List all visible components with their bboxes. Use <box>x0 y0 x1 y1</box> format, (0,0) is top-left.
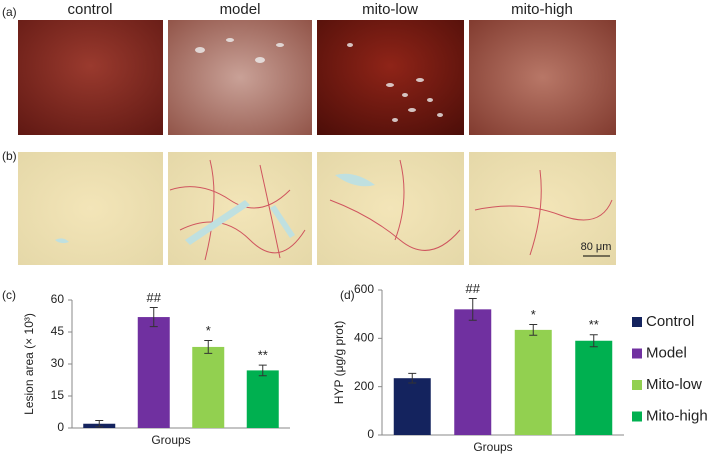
photo <box>469 20 616 135</box>
y-axis-label: HYP (μg/g prot) <box>332 321 346 404</box>
panel-label: (c) <box>2 288 16 302</box>
y-tick-label: 30 <box>51 356 65 370</box>
y-axis-label: Lesion area (× 10³) <box>22 313 36 415</box>
column-label: control <box>67 1 112 18</box>
bar <box>137 317 170 428</box>
column-label: mito-low <box>362 1 418 18</box>
photo <box>469 152 616 265</box>
bar <box>575 340 613 435</box>
legend-label: Mito-high <box>646 407 708 424</box>
legend-label: Control <box>646 313 694 330</box>
legend-label: Mito-low <box>646 376 702 393</box>
panel-label: (b) <box>2 149 17 163</box>
significance: ** <box>258 348 268 363</box>
significance: ## <box>147 290 162 305</box>
significance: * <box>531 307 536 322</box>
error-bar <box>204 340 213 354</box>
y-tick-label: 400 <box>354 331 374 345</box>
x-axis-label: Groups <box>473 440 512 454</box>
error-bar <box>589 334 598 348</box>
scale-bar-label: 80 μm <box>581 241 612 253</box>
legend-label: Model <box>646 344 687 361</box>
error-bar <box>468 297 477 321</box>
photo <box>317 152 464 265</box>
significance: ## <box>466 281 481 296</box>
photo <box>18 20 163 135</box>
column-label: mito-high <box>511 1 573 18</box>
y-tick-label: 60 <box>51 292 65 306</box>
photos <box>18 20 616 265</box>
y-tick-label: 0 <box>57 420 64 434</box>
error-bar <box>529 324 538 336</box>
error-bar <box>408 372 417 384</box>
column-label: model <box>220 1 261 18</box>
bar <box>246 370 279 428</box>
y-tick-label: 600 <box>354 282 374 296</box>
bar <box>192 346 225 428</box>
legend-swatch <box>632 411 642 422</box>
legend-swatch <box>632 317 642 327</box>
photo <box>168 20 312 135</box>
significance: * <box>206 323 211 338</box>
y-tick-label: 0 <box>367 427 374 441</box>
bar <box>454 309 492 435</box>
significance: ** <box>589 317 599 332</box>
y-tick-label: 200 <box>354 379 374 393</box>
legend-swatch <box>632 348 642 359</box>
bar <box>393 378 431 435</box>
legend-swatch <box>632 380 642 390</box>
y-tick-label: 15 <box>51 388 65 402</box>
x-axis-label: Groups <box>151 433 190 447</box>
panel-label: (d) <box>340 288 355 302</box>
y-tick-label: 45 <box>51 324 65 338</box>
error-bar <box>258 364 267 377</box>
photo <box>317 20 464 135</box>
panel-label: (a) <box>2 5 17 19</box>
error-bar <box>149 306 158 328</box>
bar <box>514 329 552 435</box>
photo <box>18 152 163 265</box>
error-bar <box>95 420 104 428</box>
